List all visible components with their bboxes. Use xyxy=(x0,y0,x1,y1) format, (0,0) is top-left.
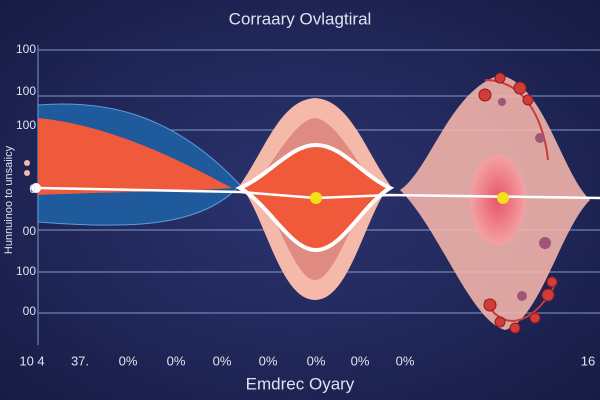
y-label: 100 xyxy=(16,84,36,98)
y-label: 100 xyxy=(16,264,36,278)
x-label: 10 4 xyxy=(19,353,44,368)
y-label: 00 xyxy=(23,224,37,238)
purple-dots xyxy=(498,98,551,301)
x-axis-label: Emdrec Oyary xyxy=(246,374,355,393)
yellow-dot xyxy=(310,192,322,204)
chart-title: Corraary Ovlagtiral xyxy=(229,9,372,28)
x-label: 0% xyxy=(259,353,278,368)
x-label: 0% xyxy=(119,353,138,368)
x-label: 16 xyxy=(581,353,595,368)
y-label: 100 xyxy=(16,42,36,56)
x-label: 0% xyxy=(351,353,370,368)
red-dots xyxy=(478,72,558,334)
y-axis-label: Hunnuinoo to unsaiicy xyxy=(3,145,15,254)
dot xyxy=(31,183,41,193)
red-area xyxy=(38,118,232,195)
dot xyxy=(24,170,30,176)
x-label: 0% xyxy=(307,353,326,368)
y-label: 00 xyxy=(23,304,37,318)
x-label: 0% xyxy=(396,353,415,368)
yellow-dot xyxy=(497,192,509,204)
x-label: 0% xyxy=(167,353,186,368)
x-label: 37. xyxy=(71,353,89,368)
x-label: 0% xyxy=(213,353,232,368)
dot xyxy=(24,160,30,166)
y-label: 0 xyxy=(29,182,36,196)
y-label: 100 xyxy=(16,118,36,132)
